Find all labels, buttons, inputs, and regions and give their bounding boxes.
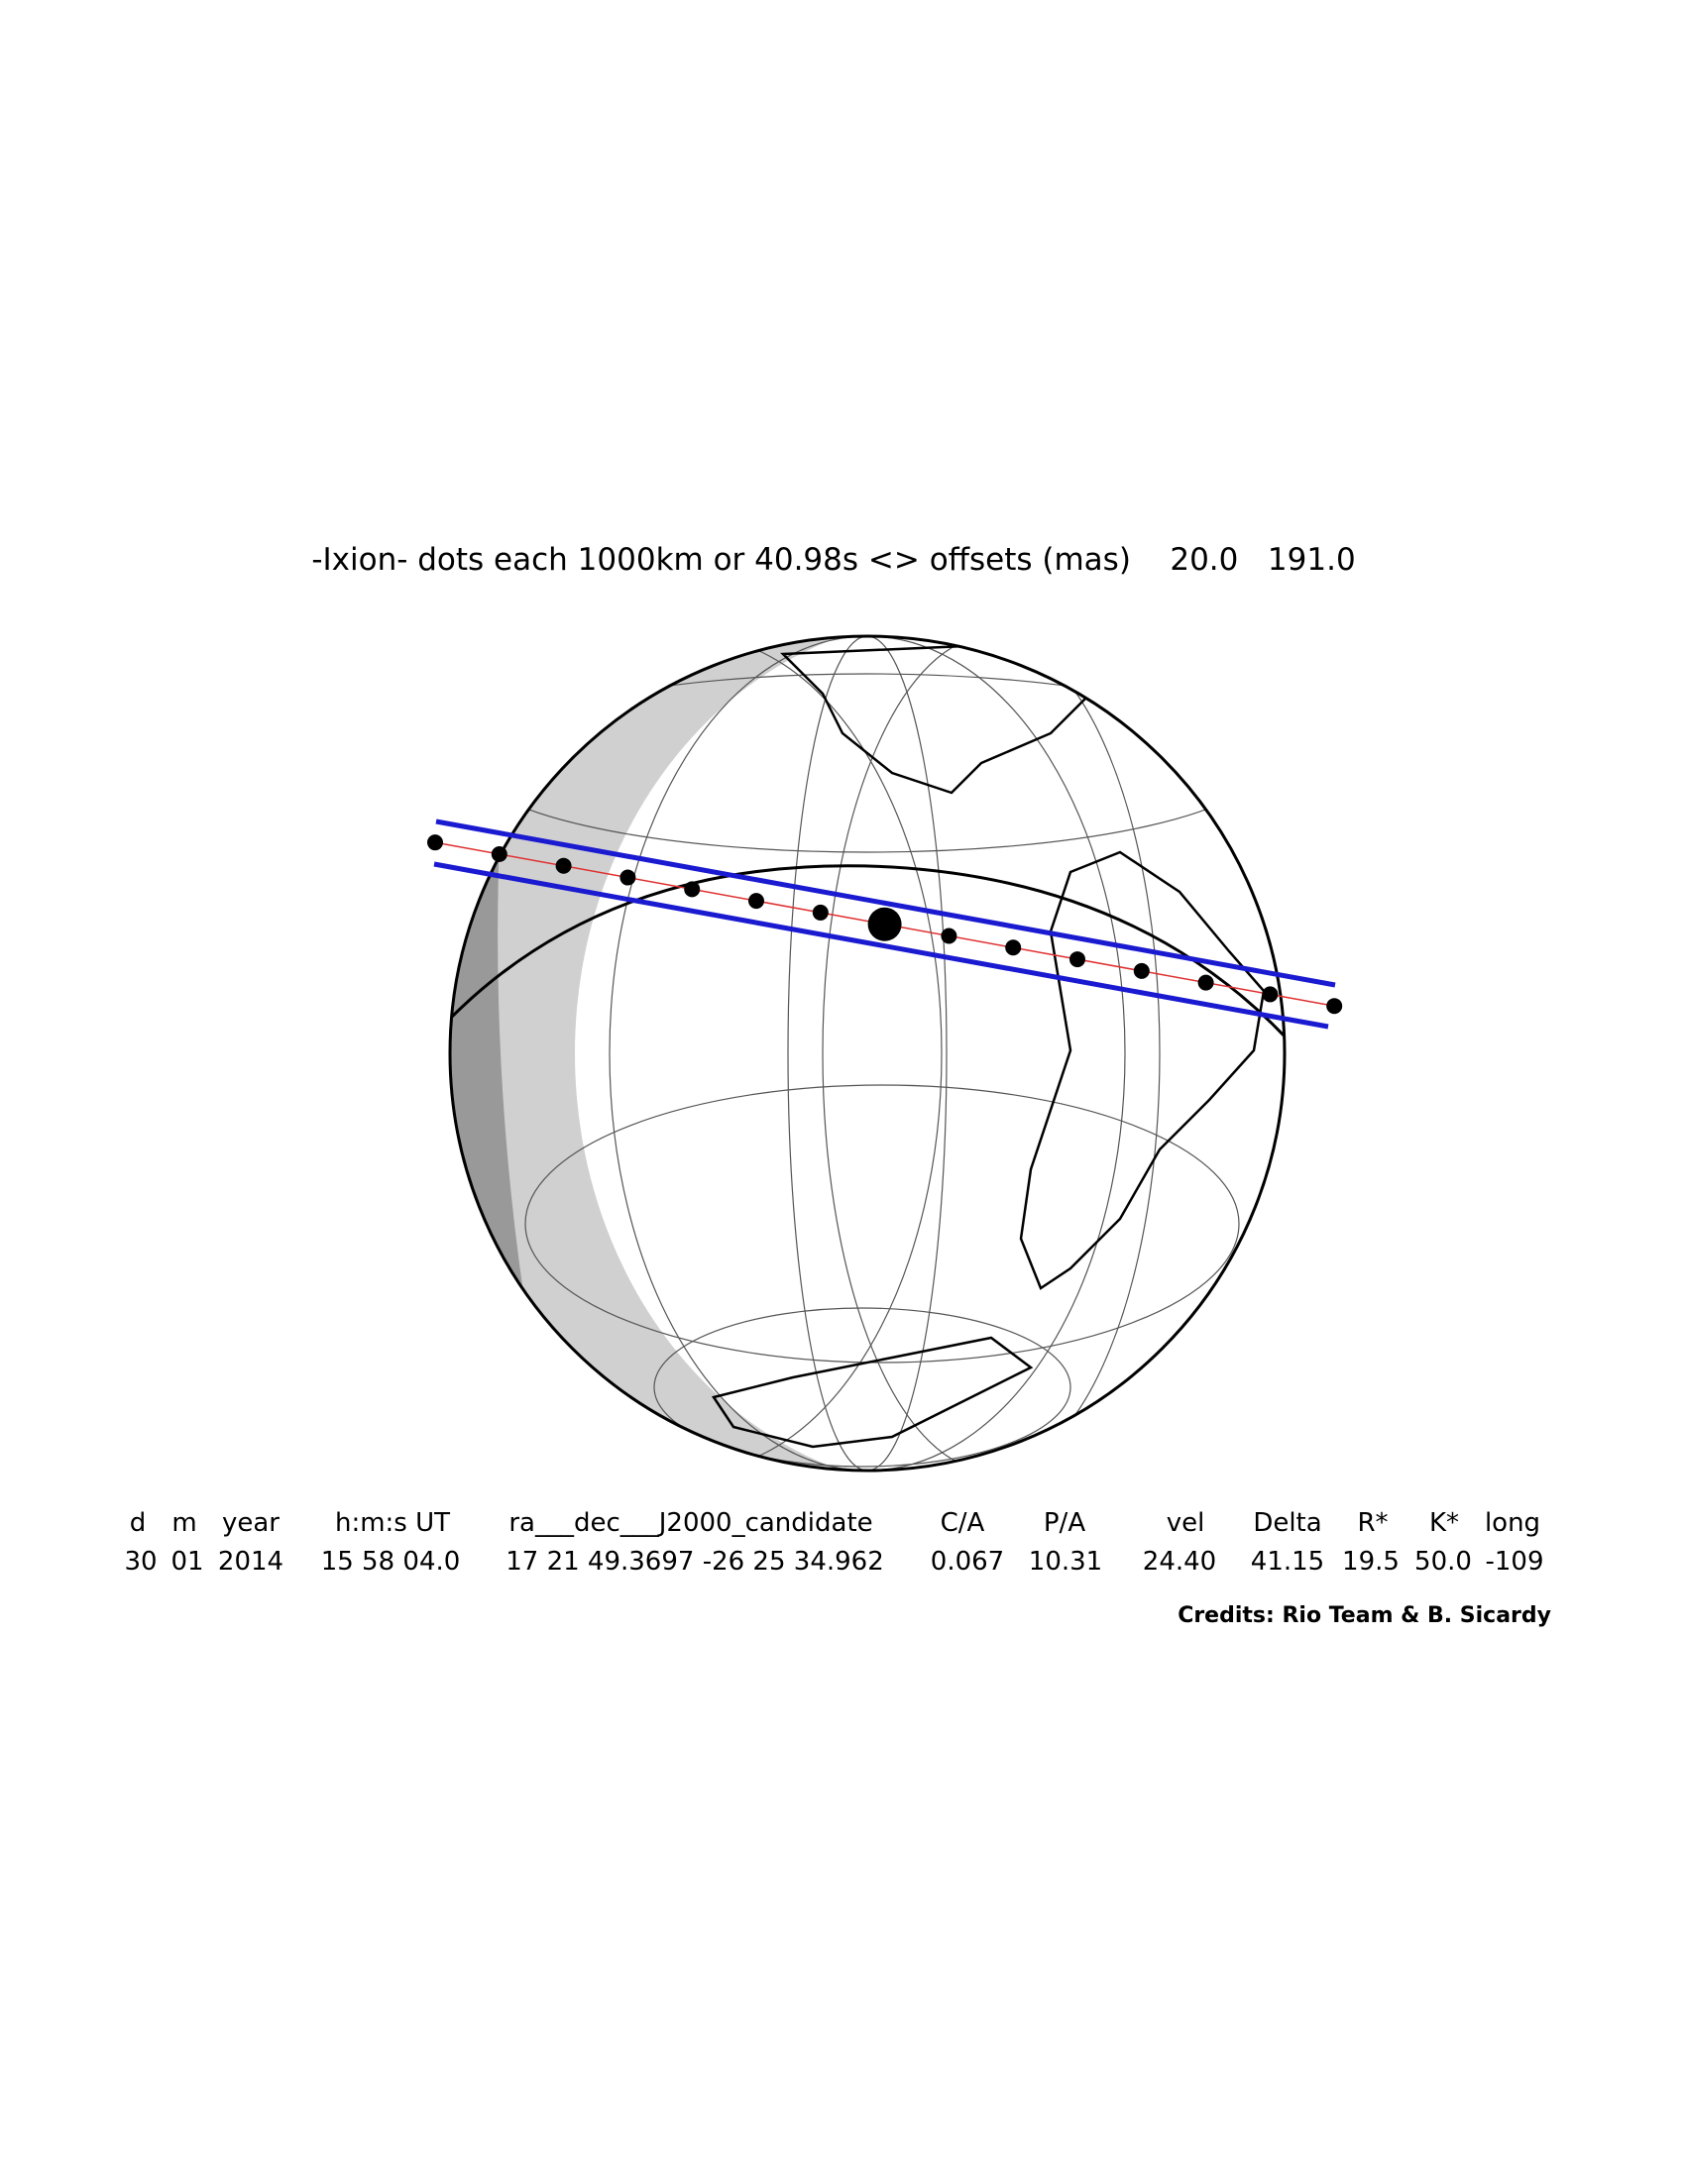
column-header: m bbox=[171, 1508, 196, 1538]
column-value: -109 bbox=[1485, 1547, 1543, 1577]
path-dot bbox=[1197, 974, 1214, 991]
column-header: P/A bbox=[1044, 1508, 1085, 1538]
column-value: 01 bbox=[170, 1547, 203, 1577]
credits: Credits: Rio Team & B. Sicardy bbox=[1178, 1603, 1551, 1628]
path-dot bbox=[1133, 962, 1150, 979]
globe-outline bbox=[448, 634, 1287, 1473]
path-dot bbox=[684, 881, 701, 898]
path-dot bbox=[555, 857, 572, 874]
column-header: C/A bbox=[941, 1508, 985, 1538]
column-value: 41.15 bbox=[1251, 1547, 1324, 1577]
event-table: d m year h:m:s UT ra___dec___J2000_candidate… bbox=[124, 1508, 1543, 1577]
column-value: 19.5 bbox=[1342, 1547, 1400, 1577]
path-dot bbox=[941, 928, 957, 944]
column-header: long bbox=[1485, 1508, 1540, 1538]
path-dots bbox=[427, 834, 1343, 1015]
column-value: 17 21 49.3697 -26 25 34.962 bbox=[506, 1547, 884, 1577]
column-value: 15 58 04.0 bbox=[321, 1547, 461, 1577]
path-dot bbox=[427, 834, 443, 851]
path-dot bbox=[812, 904, 829, 921]
path-dot bbox=[1262, 986, 1279, 1003]
column-header: d bbox=[130, 1508, 147, 1538]
column-header: ra___dec___J2000_candidate bbox=[508, 1508, 872, 1538]
column-value: 0.067 bbox=[931, 1547, 1004, 1577]
column-header: year bbox=[222, 1508, 280, 1538]
path-dot bbox=[619, 869, 636, 886]
column-header: h:m:s UT bbox=[335, 1508, 450, 1538]
path-dot bbox=[748, 893, 764, 910]
column-header: vel bbox=[1167, 1508, 1205, 1538]
column-header: Delta bbox=[1253, 1508, 1321, 1538]
column-header: K* bbox=[1429, 1508, 1459, 1538]
path-dot bbox=[491, 845, 507, 862]
column-header: R* bbox=[1357, 1508, 1388, 1538]
path-dot bbox=[1005, 939, 1022, 956]
column-value: 50.0 bbox=[1414, 1547, 1472, 1577]
column-value: 10.31 bbox=[1029, 1547, 1102, 1577]
path-dot bbox=[1326, 998, 1343, 1015]
column-value: 30 bbox=[124, 1547, 157, 1577]
column-value: 24.40 bbox=[1143, 1547, 1216, 1577]
map-title: -Ixion- dots each 1000km or 40.98s <> of… bbox=[311, 542, 1355, 578]
column-value: 2014 bbox=[218, 1547, 283, 1577]
path-dot bbox=[1069, 951, 1085, 968]
globe bbox=[450, 636, 1285, 1471]
closest-approach-dot bbox=[867, 907, 902, 941]
